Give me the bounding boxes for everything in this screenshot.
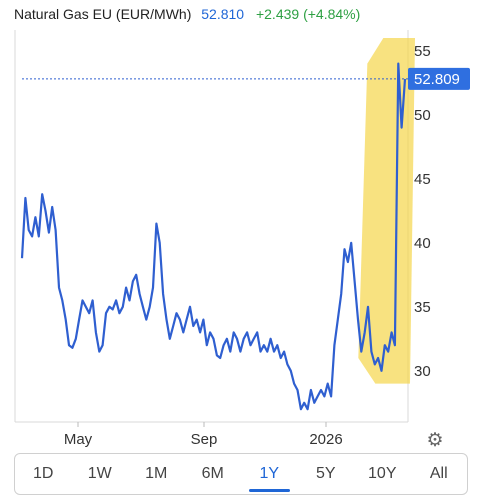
tab-1m[interactable]: 1M <box>145 465 168 482</box>
chart-header: Natural Gas EU (EUR/MWh) 52.810 +2.439 (… <box>14 6 360 22</box>
x-tick-label: May <box>64 431 93 448</box>
y-tick-label: 30 <box>414 363 431 380</box>
tab-1d[interactable]: 1D <box>33 465 54 482</box>
tab-all[interactable]: All <box>429 465 448 482</box>
y-tick-label: 55 <box>414 43 431 60</box>
current-price: 52.810 <box>201 6 245 22</box>
tab-1w[interactable]: 1W <box>87 465 112 482</box>
current-price-tag <box>408 67 470 90</box>
highlight-marker <box>358 38 415 384</box>
price-chart[interactable]: 52.809 30 35 40 45 50 55 May Sep 2026 <box>0 30 480 450</box>
tab-5y[interactable]: 5Y <box>315 465 336 482</box>
y-tick-label: 40 <box>414 235 431 252</box>
gear-icon[interactable]: ⚙ <box>426 430 444 451</box>
x-tick-label: 2026 <box>309 431 342 448</box>
y-tick-label: 50 <box>414 107 431 124</box>
current-price-tag-label: 52.809 <box>414 71 460 88</box>
instrument-title: Natural Gas EU (EUR/MWh) <box>14 6 192 22</box>
tab-6m[interactable]: 6M <box>201 465 224 482</box>
price-series-line <box>20 62 407 411</box>
tab-10y[interactable]: 10Y <box>368 465 397 482</box>
y-tick-label: 35 <box>414 299 431 316</box>
x-tick-label: Sep <box>191 431 218 448</box>
y-tick-label: 45 <box>414 171 431 188</box>
price-change: +2.439 (+4.84%) <box>255 6 361 22</box>
timeframe-tabs: 1D 1W 1M 6M 1Y 5Y 10Y All <box>14 453 468 495</box>
tab-1y[interactable]: 1Y <box>241 454 298 494</box>
